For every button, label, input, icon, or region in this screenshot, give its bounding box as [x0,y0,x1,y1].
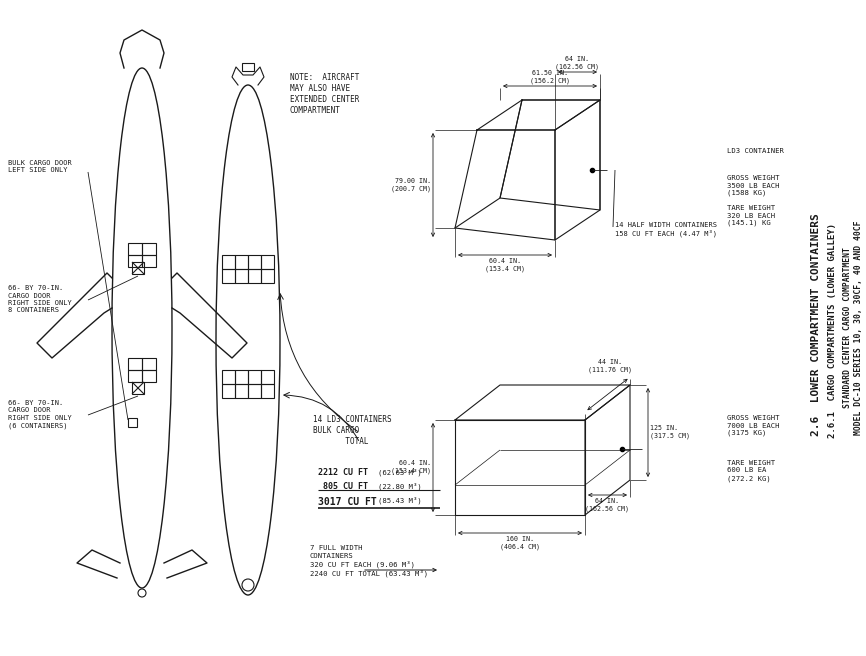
Bar [128,418,137,427]
Bar [242,63,254,71]
Bar [261,384,274,398]
Text: BULK CARGO DOOR
LEFT SIDE ONLY: BULK CARGO DOOR LEFT SIDE ONLY [8,160,72,173]
Text: GROSS WEIGHT
3500 LB EACH
(1588 KG): GROSS WEIGHT 3500 LB EACH (1588 KG) [727,175,779,197]
Bar [248,255,261,269]
Text: 2212 CU FT: 2212 CU FT [318,468,368,477]
Text: 64 IN.
(162.56 CM): 64 IN. (162.56 CM) [585,498,629,512]
Bar [128,358,142,370]
Text: 3017 CU FT: 3017 CU FT [318,497,377,507]
Bar [248,269,261,283]
Text: TARE WEIGHT
600 LB EA
(272.2 KG): TARE WEIGHT 600 LB EA (272.2 KG) [727,460,775,482]
Bar [248,370,261,384]
Bar [261,370,274,384]
Bar [235,269,248,283]
Text: 64 IN.
(162.56 CM): 64 IN. (162.56 CM) [555,56,599,70]
Text: 14 HALF WIDTH CONTAINERS
158 CU FT EACH (4.47 M³): 14 HALF WIDTH CONTAINERS 158 CU FT EACH … [615,222,717,237]
Text: 7 FULL WIDTH
CONTAINERS
320 CU FT EACH (9.06 M³)
2240 CU FT TOTAL (63.43 M³): 7 FULL WIDTH CONTAINERS 320 CU FT EACH (… [310,545,428,577]
Bar [235,370,248,384]
Text: (85.43 M³): (85.43 M³) [378,497,422,504]
Text: 66- BY 70-IN.
CARGO DOOR
RIGHT SIDE ONLY
8 CONTAINERS: 66- BY 70-IN. CARGO DOOR RIGHT SIDE ONLY… [8,285,72,314]
Bar [128,370,142,382]
Bar [132,262,144,274]
Bar [261,255,274,269]
Text: TARE WEIGHT
320 LB EACH
(145.1) KG: TARE WEIGHT 320 LB EACH (145.1) KG [727,205,775,226]
Text: MODEL DC-10 SERIES 10, 30, 30CF, 40 AND 40CF: MODEL DC-10 SERIES 10, 30, 30CF, 40 AND … [854,221,863,435]
Text: 2.6.1  CARGO COMPARTMENTS (LOWER GALLEY): 2.6.1 CARGO COMPARTMENTS (LOWER GALLEY) [829,222,837,438]
Bar [222,269,235,283]
Text: 60.4 IN.
(153.4 CM): 60.4 IN. (153.4 CM) [485,258,525,272]
Bar [248,384,261,398]
Text: 61.50 IN.
(156.2 CM): 61.50 IN. (156.2 CM) [530,70,570,84]
Text: NOTE:  AIRCRAFT
MAY ALSO HAVE
EXTENDED CENTER
COMPARTMENT: NOTE: AIRCRAFT MAY ALSO HAVE EXTENDED CE… [290,73,359,115]
Bar [222,384,235,398]
Bar [132,382,144,394]
Text: 66- BY 70-IN.
CARGO DOOR
RIGHT SIDE ONLY
(6 CONTAINERS): 66- BY 70-IN. CARGO DOOR RIGHT SIDE ONLY… [8,400,72,429]
Bar [142,358,156,370]
Text: (22.80 M³): (22.80 M³) [378,482,422,489]
Text: GROSS WEIGHT
7000 LB EACH
(3175 KG): GROSS WEIGHT 7000 LB EACH (3175 KG) [727,415,779,436]
Text: 44 IN.
(111.76 CM): 44 IN. (111.76 CM) [588,359,632,373]
Text: 160 IN.
(406.4 CM): 160 IN. (406.4 CM) [500,536,540,550]
Bar [235,255,248,269]
Text: 60.4 IN.
(153.4 CM): 60.4 IN. (153.4 CM) [391,460,431,474]
Text: 2.6  LOWER COMPARTMENT CONTAINERS: 2.6 LOWER COMPARTMENT CONTAINERS [811,214,821,436]
Bar [142,370,156,382]
Text: 805 CU FT: 805 CU FT [318,482,368,491]
Bar [128,243,142,255]
Text: 14 LD3 CONTAINERS
BULK CARGO
       TOTAL: 14 LD3 CONTAINERS BULK CARGO TOTAL [313,415,391,446]
Text: STANDARD CENTER CARGO COMPARTMENT: STANDARD CENTER CARGO COMPARTMENT [843,247,851,409]
Text: LD3 CONTAINER: LD3 CONTAINER [727,148,784,154]
Bar [235,384,248,398]
Bar [261,269,274,283]
Text: (62.63 M³): (62.63 M³) [378,468,422,476]
Bar [142,243,156,255]
Bar [222,370,235,384]
Text: 79.00 IN.
(200.7 CM): 79.00 IN. (200.7 CM) [391,178,431,192]
Bar [222,255,235,269]
Bar [142,255,156,267]
Text: 125 IN.
(317.5 CM): 125 IN. (317.5 CM) [650,425,690,439]
Bar [128,255,142,267]
